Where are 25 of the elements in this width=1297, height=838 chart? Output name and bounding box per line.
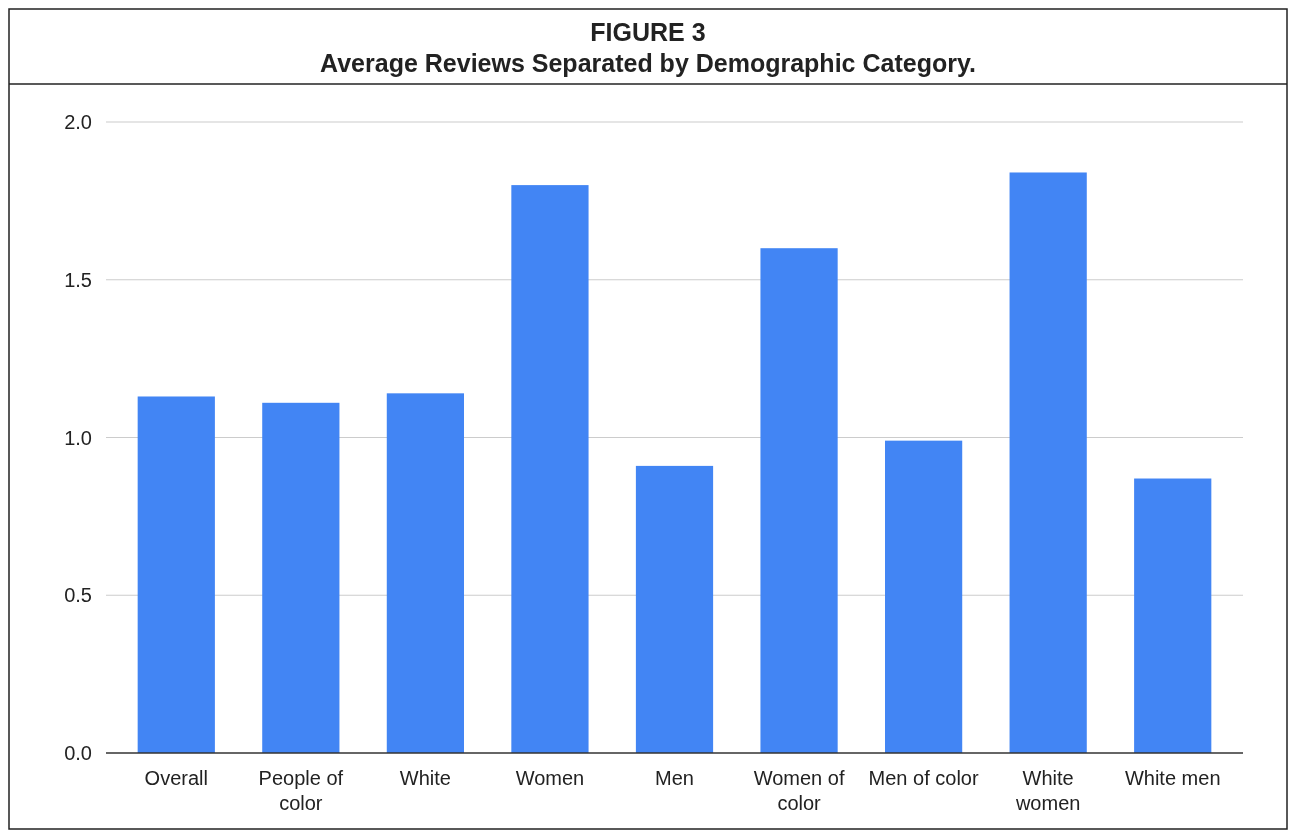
x-tick-label: Women of color [753, 767, 845, 814]
x-tick-label: Overall [144, 767, 208, 789]
bar [760, 248, 838, 753]
x-tick-label: Men of color [868, 767, 979, 789]
chart-title: FIGURE 3 [590, 18, 706, 46]
x-tick-label: White women [1014, 767, 1081, 814]
bar [1134, 478, 1212, 753]
y-tick-label: 2.0 [64, 111, 92, 133]
x-tick-label: Women [515, 767, 585, 789]
y-tick-label: 0.0 [64, 742, 92, 764]
bar [386, 393, 464, 753]
x-tick-label: People of color [258, 767, 344, 814]
y-tick-label: 1.0 [64, 426, 92, 449]
x-tick-label: White [399, 767, 451, 789]
chart-subtitle: Average Reviews Separated by Demographic Category. [320, 49, 976, 77]
bar [635, 465, 714, 753]
x-tick-label: White men [1124, 767, 1221, 789]
bar [1009, 172, 1087, 753]
bar [262, 402, 340, 753]
bar [885, 440, 963, 753]
bar [511, 185, 589, 753]
x-tick-label: Men [655, 767, 694, 789]
y-tick-label: 0.5 [64, 584, 92, 607]
bar [137, 396, 215, 753]
y-tick-label: 1.5 [64, 268, 92, 291]
